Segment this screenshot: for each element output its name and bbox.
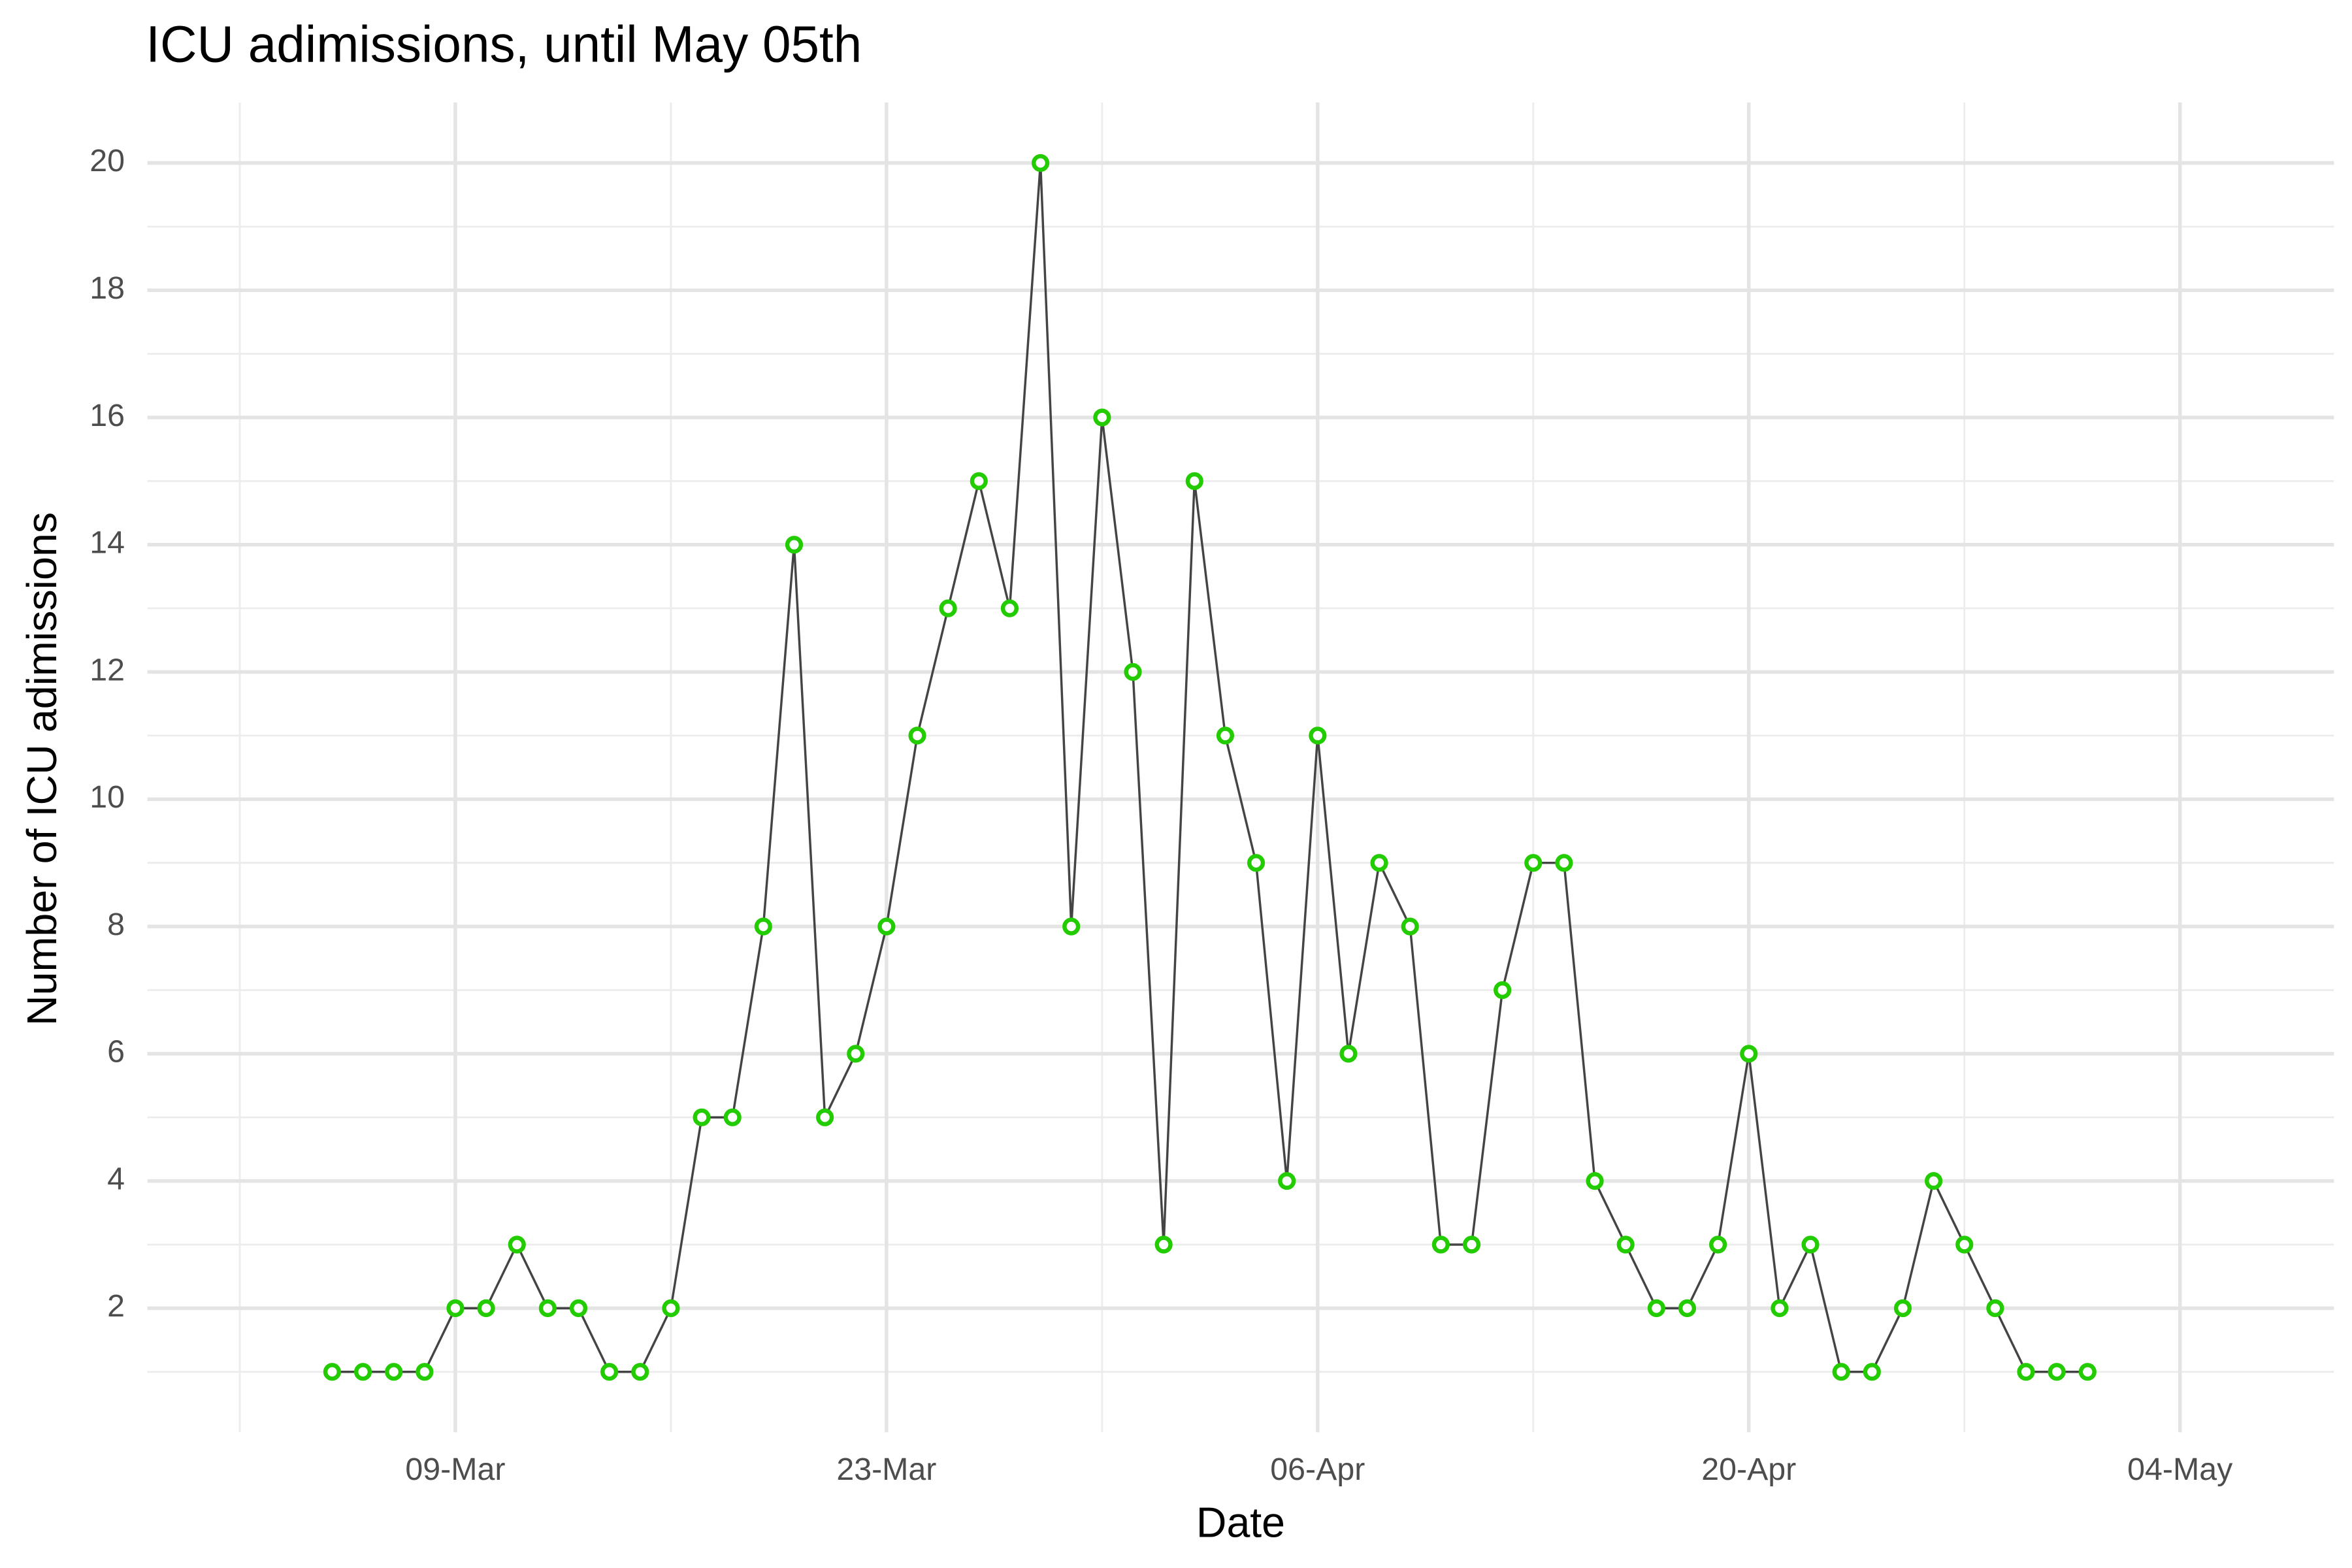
data-point (631, 1363, 649, 1381)
data-point (353, 1363, 372, 1381)
x-tick-label: 20-Apr (1701, 1452, 1796, 1487)
data-point (508, 1235, 526, 1254)
data-point (600, 1363, 619, 1381)
data-point (1555, 854, 1573, 872)
data-point (385, 1363, 403, 1381)
data-point (1062, 917, 1081, 936)
data-point (662, 1299, 680, 1318)
data-point (1740, 1045, 1758, 1063)
data-point (1154, 1235, 1173, 1254)
data-point (323, 1363, 341, 1381)
data-point (816, 1108, 834, 1126)
data-point (1647, 1299, 1665, 1318)
data-point (1000, 599, 1019, 617)
data-point (908, 727, 926, 745)
y-tick-label: 16 (90, 398, 125, 433)
data-point (1185, 472, 1203, 490)
y-tick-label: 20 (90, 143, 125, 178)
data-point (1986, 1299, 2004, 1318)
y-tick-label: 12 (90, 652, 125, 687)
data-point (785, 536, 804, 554)
y-tick-label: 18 (90, 270, 125, 306)
data-point (1955, 1235, 1974, 1254)
data-point (693, 1108, 711, 1126)
y-tick-label: 4 (107, 1161, 125, 1196)
data-point (1339, 1045, 1358, 1063)
data-point (1401, 917, 1419, 936)
data-point (970, 472, 988, 490)
x-tick-label: 09-Mar (405, 1452, 505, 1487)
data-point (569, 1299, 588, 1318)
data-point (538, 1299, 557, 1318)
data-point (1216, 727, 1234, 745)
data-point (1494, 981, 1512, 1000)
data-point (1586, 1172, 1604, 1190)
y-tick-label: 8 (107, 907, 125, 942)
data-point (1309, 727, 1327, 745)
x-tick-label: 23-Mar (836, 1452, 936, 1487)
data-point (1925, 1172, 1943, 1190)
y-tick-label: 2 (107, 1288, 125, 1324)
data-point (2017, 1363, 2035, 1381)
y-tick-label: 14 (90, 525, 125, 561)
data-point (477, 1299, 495, 1318)
data-point (1093, 408, 1111, 427)
x-tick-label: 04-May (2127, 1452, 2233, 1487)
data-point (1278, 1172, 1296, 1190)
data-point (416, 1363, 434, 1381)
data-point (1431, 1235, 1450, 1254)
data-point (1462, 1235, 1481, 1254)
data-point (1801, 1235, 1820, 1254)
data-point (723, 1108, 742, 1126)
data-point (1524, 854, 1543, 872)
x-axis-label: Date (1196, 1499, 1285, 1546)
data-point (446, 1299, 465, 1318)
data-line (332, 163, 2088, 1373)
y-tick-label: 6 (107, 1034, 125, 1070)
chart-title: ICU adimissions, until May 05th (146, 15, 862, 73)
data-point (1370, 854, 1388, 872)
data-point (1124, 662, 1142, 681)
x-tick-label: 06-Apr (1270, 1452, 1365, 1487)
y-axis-label: Number of ICU adimissions (18, 512, 65, 1026)
data-point (2048, 1363, 2066, 1381)
data-point (2078, 1363, 2097, 1381)
data-point (1616, 1235, 1635, 1254)
y-tick-label: 10 (90, 779, 125, 815)
data-point (939, 599, 957, 617)
data-point (1863, 1363, 1881, 1381)
data-point (847, 1045, 865, 1063)
data-point (754, 917, 772, 936)
data-point (1709, 1235, 1727, 1254)
data-point (1678, 1299, 1697, 1318)
data-point (1771, 1299, 1789, 1318)
data-point (1247, 854, 1266, 872)
data-point (877, 917, 896, 936)
data-point (1893, 1299, 1912, 1318)
data-point (1832, 1363, 1850, 1381)
data-point (1031, 154, 1050, 172)
